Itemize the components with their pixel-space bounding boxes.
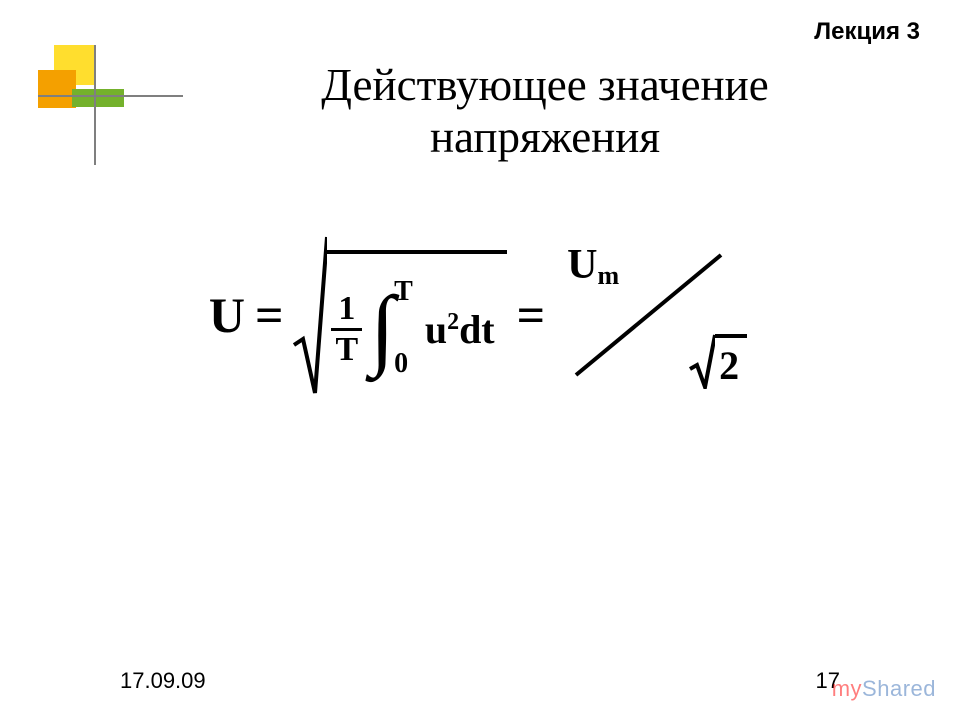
- integrand: u2dt: [425, 306, 495, 353]
- equals-2: =: [517, 286, 546, 344]
- integral: ∫ T 0 u2dt: [368, 284, 494, 374]
- fraction-1-over-T: 1 T: [331, 292, 362, 367]
- fraction-denominator: T: [331, 328, 362, 367]
- integrand-base: u: [425, 307, 447, 352]
- title-line-1: Действующее значение: [321, 60, 768, 110]
- Um-over-sqrt2: Um 2: [561, 235, 751, 395]
- integrand-power: 2: [447, 309, 459, 335]
- logo-square-orange: [38, 70, 76, 108]
- integral-upper-limit: T: [394, 276, 413, 308]
- logo-vertical-line: [94, 45, 96, 165]
- symbol-U: U: [209, 286, 245, 344]
- slide: Лекция 3 Действующее значение напряжения…: [0, 0, 960, 720]
- integrand-dt: dt: [459, 307, 495, 352]
- rms-voltage-formula: U = 1 T ∫ T 0: [0, 235, 960, 395]
- footer-date: 17.09.09: [120, 668, 206, 694]
- equals-1: =: [255, 286, 284, 344]
- corner-logo: [38, 45, 158, 165]
- radicand-integral: 1 T ∫ T 0 u2dt: [327, 250, 506, 380]
- title-line-2: напряжения: [430, 112, 660, 162]
- radical-sign-2: [689, 333, 715, 389]
- watermark: myShared: [832, 676, 936, 702]
- lecture-label: Лекция 3: [814, 18, 920, 46]
- integral-sign: ∫: [370, 284, 395, 374]
- radical-sign-1: [293, 235, 327, 395]
- watermark-part-2: Shared: [862, 676, 936, 701]
- sqrt-2: 2: [689, 333, 747, 389]
- slide-title: Действующее значение напряжения: [175, 60, 915, 164]
- watermark-part-1: my: [832, 676, 862, 701]
- fraction-numerator: 1: [334, 292, 359, 328]
- logo-square-green: [72, 89, 124, 107]
- sqrt-integral: 1 T ∫ T 0 u2dt: [293, 235, 506, 395]
- radicand-2: 2: [715, 334, 747, 389]
- logo-horizontal-line: [38, 95, 183, 97]
- integral-lower-limit: 0: [394, 348, 408, 380]
